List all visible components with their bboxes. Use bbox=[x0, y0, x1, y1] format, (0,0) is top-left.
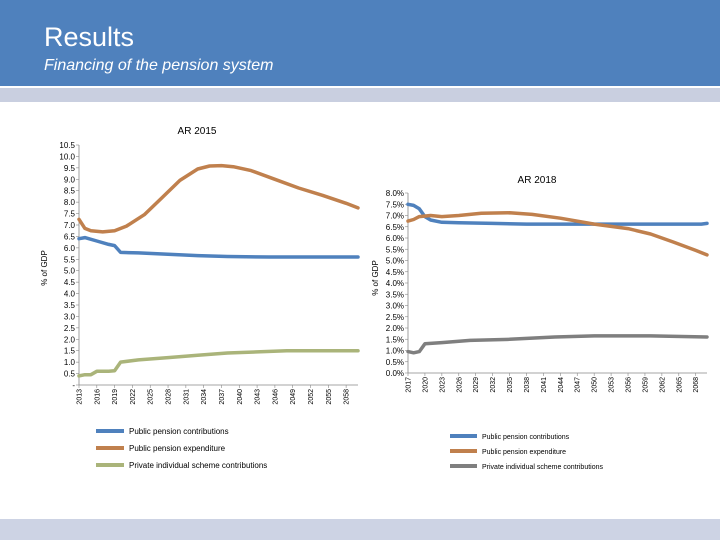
chart-2-x-tick-label: 2032 bbox=[490, 377, 497, 393]
chart-2-y-tick-label: 4.5% bbox=[386, 268, 404, 277]
chart-2-title: AR 2018 bbox=[518, 175, 557, 186]
chart-2-x-tick-label: 2062 bbox=[659, 377, 666, 393]
chart-2-y-tick-label: 1.5% bbox=[386, 335, 404, 344]
chart-2-y-tick-label: 3.0% bbox=[386, 302, 404, 311]
chart-1-x-tick-label: 2058 bbox=[344, 389, 351, 405]
chart-1-y-tick-label: 4.0 bbox=[64, 290, 76, 299]
slide-title: Results bbox=[44, 22, 135, 52]
chart-2-series-3-line bbox=[406, 334, 709, 355]
chart-2-x-tick-label: 2065 bbox=[676, 377, 683, 393]
chart-2-y-tick-label: 6.0% bbox=[386, 234, 404, 243]
chart-2-x-tick-label: 2041 bbox=[541, 377, 548, 393]
chart-1-x-tick-label: 2013 bbox=[77, 389, 84, 405]
chart-1-y-tick-label: 6.0 bbox=[64, 244, 76, 253]
chart-1-x-tick-label: 2040 bbox=[237, 389, 244, 405]
chart-1-y-tick-label: 2.5 bbox=[64, 324, 76, 333]
chart-1-y-tick-label: 1.0 bbox=[64, 358, 76, 367]
chart-1-y-tick-label: 10.5 bbox=[59, 141, 75, 150]
chart-1-y-tick-label: 0.5 bbox=[64, 370, 76, 379]
chart-1-x-tick-label: 2031 bbox=[183, 389, 190, 405]
slide-header bbox=[0, 0, 720, 86]
chart-1-x-tick-label: 2052 bbox=[308, 389, 315, 405]
chart-2-series-2-line bbox=[406, 211, 709, 257]
chart-1-series-3-line bbox=[77, 348, 360, 378]
chart-1-title: AR 2015 bbox=[178, 126, 217, 137]
chart-2-x-tick-label: 2017 bbox=[406, 377, 413, 393]
chart-2-y-tick-label: 1.0% bbox=[386, 347, 404, 356]
chart-2-x-tick-label: 2068 bbox=[693, 377, 700, 393]
chart-1-x-tick-label: 2022 bbox=[130, 389, 137, 405]
chart-1-x-tick-label: 2049 bbox=[290, 389, 297, 405]
chart-1-x-tick-label: 2016 bbox=[94, 389, 101, 405]
chart-1-legend-label: Private individual scheme contributions bbox=[129, 461, 267, 470]
chart-1-y-tick-label: 2.0 bbox=[64, 335, 76, 344]
header-divider-band bbox=[0, 88, 720, 102]
chart-2-legend-label: Public pension expenditure bbox=[482, 449, 566, 456]
legends: Public pension contributions Public pensi… bbox=[96, 427, 604, 471]
chart-1-y-tick-label: 3.0 bbox=[64, 312, 76, 321]
chart-2-x-tick-label: 2056 bbox=[626, 377, 633, 393]
chart-2-x-tick-label: 2029 bbox=[473, 377, 480, 393]
chart-1-x-tick-label: 2019 bbox=[112, 389, 119, 405]
chart-2-y-tick-label: 6.5% bbox=[386, 223, 404, 232]
chart-1-x-tick-label: 2034 bbox=[201, 389, 208, 405]
slide-subtitle: Financing of the pension system bbox=[44, 57, 274, 74]
chart-1-y-tick-label: - bbox=[72, 381, 75, 390]
chart-2-x-tick-label: 2047 bbox=[575, 377, 582, 393]
chart-2-legend-label: Public pension contributions bbox=[482, 434, 570, 441]
chart-2-x-tick-label: 2053 bbox=[609, 377, 616, 393]
chart-1-x-tick-label: 2028 bbox=[166, 389, 173, 405]
chart-1-x-tick-label: 2055 bbox=[326, 389, 333, 405]
chart-1-y-tick-label: 9.0 bbox=[64, 175, 76, 184]
chart-1-y-tick-label: 7.5 bbox=[64, 210, 76, 219]
chart-2-x-tick-label: 2050 bbox=[592, 377, 599, 393]
chart-1-y-tick-label: 10.0 bbox=[59, 152, 75, 161]
chart-2-y-tick-label: 4.0% bbox=[386, 279, 404, 288]
chart-2-y-tick-label: 7.5% bbox=[386, 200, 404, 209]
chart-1-series-2-line bbox=[77, 163, 360, 234]
chart-2-y-tick-label: 7.0% bbox=[386, 212, 404, 221]
chart-2-y-tick-label: 8.0% bbox=[386, 189, 404, 198]
chart-2-x-tick-label: 2044 bbox=[558, 377, 565, 393]
chart-1-plot: - 0.5 1.0 1.5 2.0 2.5 3.0 3.5 4.0 4.5 5.0 5.5 6.0 6.5… bbox=[59, 141, 360, 405]
chart-1-y-tick-label: 8.0 bbox=[64, 198, 76, 207]
chart-2-y-tick-label: 0.0% bbox=[386, 369, 404, 378]
chart-1-x-tick-label: 2043 bbox=[255, 389, 262, 405]
chart-2-y-tick-label: 2.0% bbox=[386, 324, 404, 333]
chart-1-y-tick-label: 3.5 bbox=[64, 301, 76, 310]
chart-2-y-tick-label: 0.5% bbox=[386, 358, 404, 367]
footer-band bbox=[0, 519, 720, 540]
chart-1-y-tick-label: 9.5 bbox=[64, 164, 76, 173]
chart-2-x-tick-label: 2020 bbox=[422, 377, 429, 393]
chart-1-y-tick-label: 8.5 bbox=[64, 187, 76, 196]
chart-2-x-tick-label: 2023 bbox=[439, 377, 446, 393]
chart-2-x-tick-label: 2038 bbox=[524, 377, 531, 393]
chart-1-y-tick-label: 4.5 bbox=[64, 278, 76, 287]
chart-2-x-tick-label: 2035 bbox=[507, 377, 514, 393]
chart-2-ylabel: % of GDP bbox=[371, 260, 380, 296]
chart-1-y-tick-label: 5.0 bbox=[64, 267, 76, 276]
chart-1-legend-label: Public pension contributions bbox=[129, 427, 229, 436]
chart-1-y-tick-label: 6.5 bbox=[64, 232, 76, 241]
chart-2-y-tick-label: 3.5% bbox=[386, 290, 404, 299]
chart-1-x-tick-label: 2046 bbox=[272, 389, 279, 405]
chart-1-legend-label: Public pension expenditure bbox=[129, 444, 226, 453]
chart-2-plot: 0.0% 0.5% 1.0% 1.5% 2.0% 2.5% 3.0% 3.5% 4.0% 4.5%… bbox=[386, 189, 709, 393]
chart-2-legend-label: Private individual scheme contributions bbox=[482, 464, 604, 471]
chart-1-series-1-line bbox=[77, 235, 360, 259]
chart-1-y-tick-label: 5.5 bbox=[64, 255, 76, 264]
chart-2-x-tick-label: 2026 bbox=[456, 377, 463, 393]
chart-1-ylabel: % of GDP bbox=[40, 250, 49, 286]
chart-1-x-tick-label: 2025 bbox=[148, 389, 155, 405]
chart-1-x-tick-label: 2037 bbox=[219, 389, 226, 405]
chart-2-series-1-line bbox=[406, 202, 709, 226]
chart-2-y-tick-label: 2.5% bbox=[386, 313, 404, 322]
chart-2-y-tick-label: 5.0% bbox=[386, 257, 404, 266]
chart-1-y-tick-label: 1.5 bbox=[64, 347, 76, 356]
chart-2-x-tick-label: 2059 bbox=[642, 377, 649, 393]
chart-1-y-tick-label: 7.0 bbox=[64, 221, 76, 230]
chart-2-y-tick-label: 5.5% bbox=[386, 245, 404, 254]
